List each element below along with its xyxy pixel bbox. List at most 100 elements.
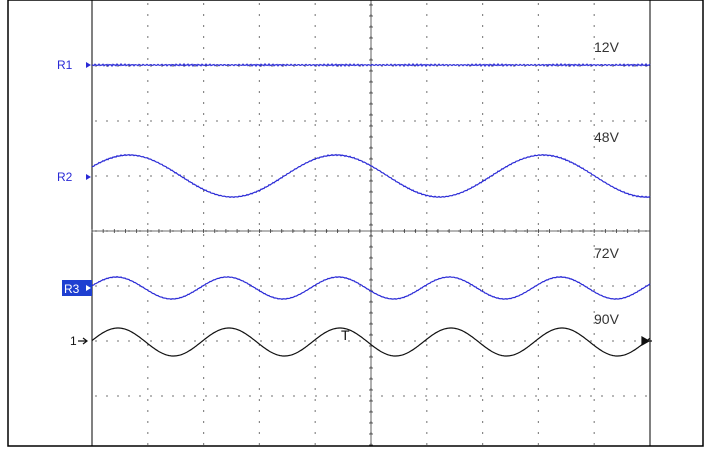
grid-dot [537, 432, 539, 434]
grid-dot [634, 395, 636, 397]
grid-dot [194, 65, 196, 67]
grid-dot [348, 340, 350, 342]
grid-dot [150, 285, 152, 287]
channel-marker-r1[interactable]: R1 [57, 58, 91, 72]
grid-dot [426, 399, 428, 401]
grid-dot [203, 432, 205, 434]
grid-dot [314, 399, 316, 401]
grid-dot [426, 322, 428, 324]
grid-dot [436, 175, 438, 177]
grid-dot [106, 120, 108, 122]
grid-dot [426, 14, 428, 16]
grid-dot [537, 322, 539, 324]
trace-r3 [91, 275, 651, 300]
trigger-marker[interactable]: T [341, 327, 350, 343]
grid-dot [147, 80, 149, 82]
grid-dot [314, 366, 316, 368]
grid-dot [414, 175, 416, 177]
grid-dot [271, 340, 273, 342]
grid-dot [314, 223, 316, 225]
grid-dot [634, 285, 636, 287]
grid-dot [579, 340, 581, 342]
marker-label-r1: R1 [57, 58, 73, 72]
grid-dot [502, 285, 504, 287]
grid-dot [128, 120, 130, 122]
grid-dot [480, 395, 482, 397]
grid-dot [314, 234, 316, 236]
grid-dot [227, 395, 229, 397]
grid-dot [593, 410, 595, 412]
channel-marker-r3[interactable]: R3 [62, 280, 92, 296]
grid-dot [414, 340, 416, 342]
grid-dot [203, 168, 205, 170]
grid-dot [203, 278, 205, 280]
grid-dot [537, 91, 539, 93]
grid-dot [593, 366, 595, 368]
grid-dot [537, 69, 539, 71]
grid-dot [546, 65, 548, 67]
marker-arrow-icon [86, 174, 91, 180]
grid-dot [147, 300, 149, 302]
channel-marker-r2[interactable]: R2 [57, 170, 91, 184]
grid-dot [117, 395, 119, 397]
grid-dot [147, 245, 149, 247]
grid-dot [458, 120, 460, 122]
grid-dot [568, 285, 570, 287]
grid-dot [482, 234, 484, 236]
grid-dot [147, 179, 149, 181]
grid-dot [128, 65, 130, 67]
grid-dot [593, 25, 595, 27]
grid-dot [458, 340, 460, 342]
grid-dot [537, 399, 539, 401]
grid-dot [258, 14, 260, 16]
grid-dot [482, 410, 484, 412]
grid-dot [203, 355, 205, 357]
grid-dot [304, 285, 306, 287]
grid-dot [147, 377, 149, 379]
grid-dot [258, 234, 260, 236]
grid-dot [315, 340, 317, 342]
grid-dot [535, 175, 537, 177]
grid-dot [469, 175, 471, 177]
grid-dot [491, 120, 493, 122]
grid-dot [537, 201, 539, 203]
marker-arrow-icon [86, 285, 91, 291]
grid-dot [537, 124, 539, 126]
channel-marker-1[interactable]: 1 [70, 334, 88, 348]
grid-dot [203, 113, 205, 115]
grid-dot [403, 120, 405, 122]
grid-dot [524, 120, 526, 122]
grid-dot [249, 175, 251, 177]
grid-dot [314, 355, 316, 357]
grid-dot [249, 65, 251, 67]
grid-dot [482, 212, 484, 214]
grid-dot [128, 285, 130, 287]
grid-dot [314, 267, 316, 269]
grid-dot [359, 175, 361, 177]
grid-dot [271, 285, 273, 287]
grid-dot [203, 421, 205, 423]
grid-dot [593, 300, 595, 302]
trigger-level-arrow-icon[interactable] [641, 335, 652, 347]
grid-dot [147, 234, 149, 236]
grid-dot [537, 168, 539, 170]
grid-dot [568, 65, 570, 67]
grid-dot [161, 175, 163, 177]
grid-dot [106, 65, 108, 67]
grid-dot [502, 340, 504, 342]
grid-dot [258, 146, 260, 148]
grid-dot [314, 58, 316, 60]
grid-dot [645, 120, 647, 122]
grid-dot [426, 47, 428, 49]
grid-dot [537, 355, 539, 357]
grid-dot [482, 432, 484, 434]
grid-dot [426, 443, 428, 445]
marker-label-r2: R2 [57, 170, 73, 184]
grid-dot [403, 175, 405, 177]
grid-dot [203, 179, 205, 181]
grid-dot [128, 175, 130, 177]
grid-dot [634, 65, 636, 67]
grid-dot [203, 289, 205, 291]
grid-dot [537, 80, 539, 82]
